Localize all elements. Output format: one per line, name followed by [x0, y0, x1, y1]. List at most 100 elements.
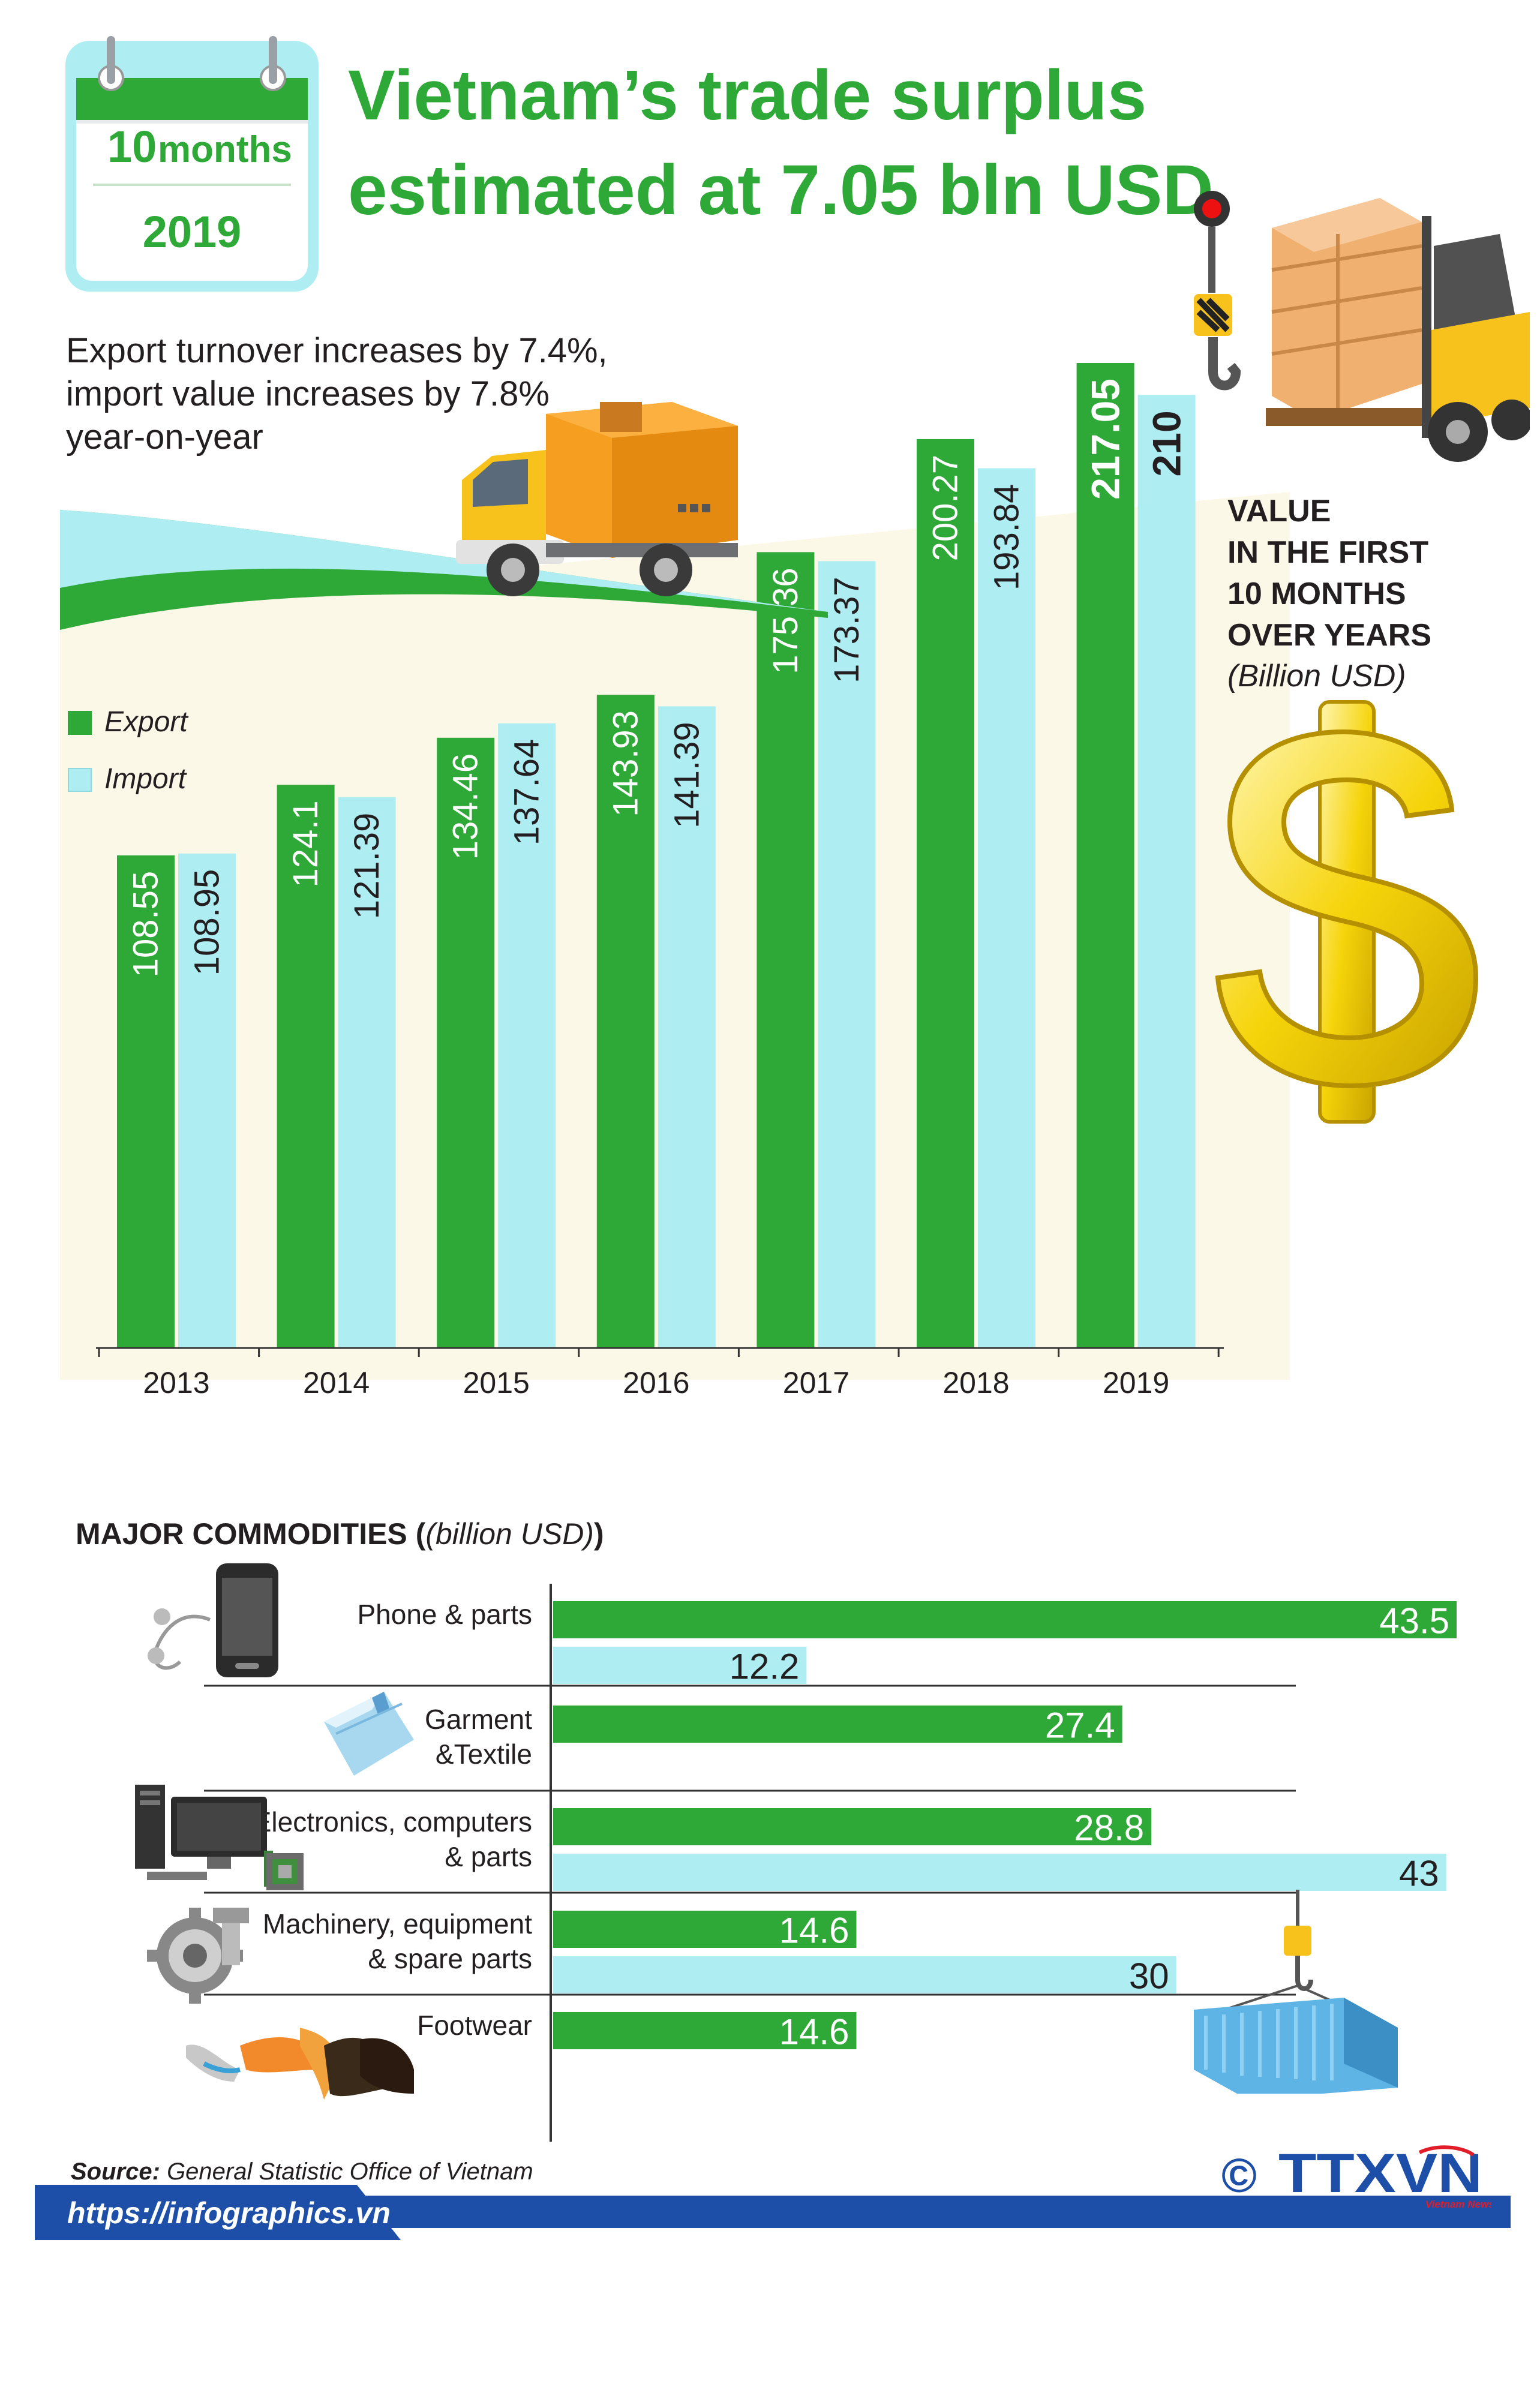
bar-import-2015 [498, 723, 556, 1348]
x-tick-label-2017: 2017 [783, 1366, 849, 1400]
truck-icon [456, 402, 738, 596]
commodity-name-footwear-line-1: Footwear [417, 2010, 532, 2041]
hbar-export-phone-parts [553, 1601, 1457, 1638]
source-label: Source: [71, 2158, 160, 2185]
wave-decoration [60, 510, 828, 630]
legend-label-import: Import [104, 763, 187, 795]
hbar-export-garment-textile [553, 1706, 1122, 1743]
hbar-export-electronics-computers-parts [553, 1808, 1152, 1845]
container-icon [1194, 1890, 1398, 2094]
value-label-import-2018: 193.84 [987, 484, 1026, 590]
value-label-unit: (Billion USD) [1227, 659, 1406, 693]
commodity-name-machinery-line-2: & spare parts [368, 1943, 532, 1974]
gear-icon [147, 1908, 249, 2004]
bar-import-2018 [978, 468, 1035, 1348]
value-label-line-3: 10 MONTHS [1227, 577, 1406, 611]
hbar-label-export-footwear: 14.6 [779, 2012, 849, 2052]
commodity-name-garment-line-2: &Textile [435, 1739, 532, 1770]
copyright-icon: © [1221, 2149, 1257, 2202]
bar-export-2013 [117, 855, 175, 1348]
subtitle-line-1: Export turnover increases by 7.4%, [66, 331, 608, 370]
commodity-name-electronics: Electronics, computers & parts [253, 1804, 532, 1874]
calendar-icon: 10 months 2019 [65, 36, 319, 292]
x-tick-label-2018: 2018 [942, 1366, 1009, 1400]
value-label-import-2014: 121.39 [347, 813, 386, 919]
hbar-label-export-machinery-equipment-spare-parts: 14.6 [779, 1911, 849, 1951]
legend-swatch-import [68, 768, 92, 792]
bar-export-2018 [917, 439, 974, 1348]
value-label-export-2018: 200.27 [926, 455, 965, 561]
x-tick-label-2014: 2014 [303, 1366, 370, 1400]
commodity-name-electronics-line-1: Electronics, computers [253, 1806, 532, 1837]
footer-tab [35, 2185, 401, 2240]
hbar-label-import-phone-parts: 12.2 [730, 1647, 800, 1687]
value-label-import-2017: 173.37 [827, 577, 866, 683]
value-label-line-2: IN THE FIRST [1227, 535, 1429, 570]
hbar-import-machinery-equipment-spare-parts [553, 1956, 1176, 1993]
bar-import-2014 [338, 797, 396, 1348]
commodity-name-garment: Garment &Textile [425, 1702, 532, 1772]
logo-text: TTXVN [1278, 2145, 1482, 2204]
chip-icon [266, 1853, 304, 1890]
calendar-number: 10 [107, 122, 157, 172]
dollar-icon [1215, 700, 1479, 1124]
hbar-export-machinery-equipment-spare-parts [553, 1911, 857, 1948]
value-label-import-2019: 210 [1145, 410, 1189, 476]
bar-export-2019 [1076, 363, 1134, 1348]
logo-subtitle: Vietnam News Agency [1425, 2199, 1491, 2210]
bar-export-2017 [757, 552, 815, 1348]
ttxvn-logo: © TTXVN Vietnam News Agency [1221, 2145, 1491, 2210]
subtitle-line-3: year-on-year [66, 418, 263, 457]
value-label-export-2015: 134.46 [446, 753, 485, 860]
source-note: Source: General Statistic Office of Viet… [71, 2158, 533, 2185]
legend-label-export: Export [104, 706, 188, 738]
page-title-line-2: estimated at 7.05 bln USD [348, 151, 1214, 230]
commodities-title-main: MAJOR COMMODITIES [76, 1517, 407, 1551]
bar-export-2015 [437, 737, 495, 1348]
shoes-icon [186, 2028, 414, 2100]
page-title-line-1: Vietnam’s trade surplus [348, 56, 1147, 135]
bar-import-2019 [1137, 395, 1196, 1349]
hbar-import-electronics-computers-parts [553, 1854, 1446, 1891]
commodity-name-machinery-line-1: Machinery, equipment [262, 1908, 532, 1939]
computer-icon [135, 1785, 273, 1887]
subtitle-line-2: import value increases by 7.8% [66, 374, 550, 413]
commodity-name-phone: Phone & parts [357, 1597, 532, 1632]
value-label-export-2013: 108.55 [127, 871, 166, 977]
x-tick-label-2013: 2013 [143, 1366, 209, 1400]
x-tick-label-2019: 2019 [1103, 1366, 1169, 1400]
value-label-line-1: VALUE [1227, 494, 1331, 529]
source-text: General Statistic Office of Vietnam [167, 2158, 533, 2185]
shirt-icon [324, 1692, 414, 1776]
hbar-label-import-electronics-computers-parts: 43 [1399, 1854, 1439, 1894]
trade-bar-chart: 108.55 108.95 2013 124.1 121.39 2014 134.46 137… [60, 363, 1290, 1400]
bar-export-2016 [596, 695, 655, 1348]
hbar-label-export-electronics-computers-parts: 28.8 [1074, 1808, 1144, 1848]
value-label-export-2016: 143.93 [606, 710, 645, 816]
hbar-label-export-garment-textile: 27.4 [1045, 1706, 1115, 1746]
value-label-import-2015: 137.64 [508, 739, 547, 845]
phone-icon [148, 1563, 278, 1677]
value-label-line-4: OVER YEARS [1227, 618, 1432, 653]
hbar-label-export-phone-parts: 43.5 [1379, 1601, 1449, 1641]
calendar-year: 2019 [143, 207, 242, 257]
commodities-title-unit: (billion USD) [425, 1517, 594, 1551]
hbar-label-import-machinery-equipment-spare-parts: 30 [1129, 1956, 1169, 1996]
value-label-import-2016: 141.39 [667, 722, 706, 828]
website-link[interactable]: https://infographics.vn [67, 2196, 391, 2230]
calendar-word: months [158, 129, 292, 170]
hbar-import-phone-parts [553, 1647, 807, 1684]
bar-import-2016 [658, 706, 716, 1348]
value-label-export-2014: 124.1 [286, 800, 325, 887]
bar-export-2014 [277, 785, 335, 1348]
commodities-title: MAJOR COMMODITIES ((billion USD)) [76, 1517, 604, 1551]
value-label-export-2017: 175.36 [766, 568, 805, 674]
commodity-name-footwear: Footwear [417, 2008, 532, 2043]
legend-swatch-export [68, 711, 92, 735]
forklift-icon [1194, 191, 1530, 462]
x-tick-label-2016: 2016 [623, 1366, 689, 1400]
commodity-name-garment-line-1: Garment [425, 1704, 532, 1735]
bar-import-2013 [178, 853, 236, 1348]
hbar-export-footwear [553, 2012, 857, 2049]
